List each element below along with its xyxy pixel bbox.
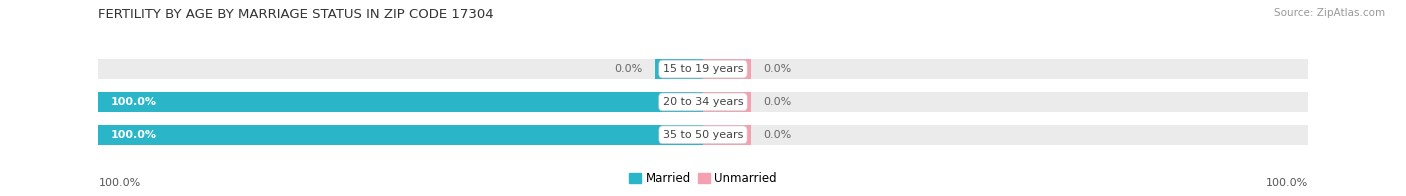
Bar [655,59,703,79]
Text: 35 to 50 years: 35 to 50 years [662,130,744,140]
Text: 20 to 34 years: 20 to 34 years [662,97,744,107]
Bar [98,125,1308,145]
Text: FERTILITY BY AGE BY MARRIAGE STATUS IN ZIP CODE 17304: FERTILITY BY AGE BY MARRIAGE STATUS IN Z… [98,8,494,21]
Bar [703,59,751,79]
Text: Source: ZipAtlas.com: Source: ZipAtlas.com [1274,8,1385,18]
Bar [98,125,703,145]
Text: 100.0%: 100.0% [1265,178,1308,188]
Text: 100.0%: 100.0% [98,178,141,188]
Bar [98,92,703,112]
Bar [703,125,751,145]
Bar [98,92,1308,112]
Text: 100.0%: 100.0% [111,97,156,107]
Text: 0.0%: 0.0% [763,130,792,140]
Bar [98,59,1308,79]
Text: 0.0%: 0.0% [614,64,643,74]
Bar [703,92,751,112]
Text: 0.0%: 0.0% [763,64,792,74]
Text: 0.0%: 0.0% [763,97,792,107]
Text: 100.0%: 100.0% [111,130,156,140]
Text: 15 to 19 years: 15 to 19 years [662,64,744,74]
Legend: Married, Unmarried: Married, Unmarried [624,168,782,190]
